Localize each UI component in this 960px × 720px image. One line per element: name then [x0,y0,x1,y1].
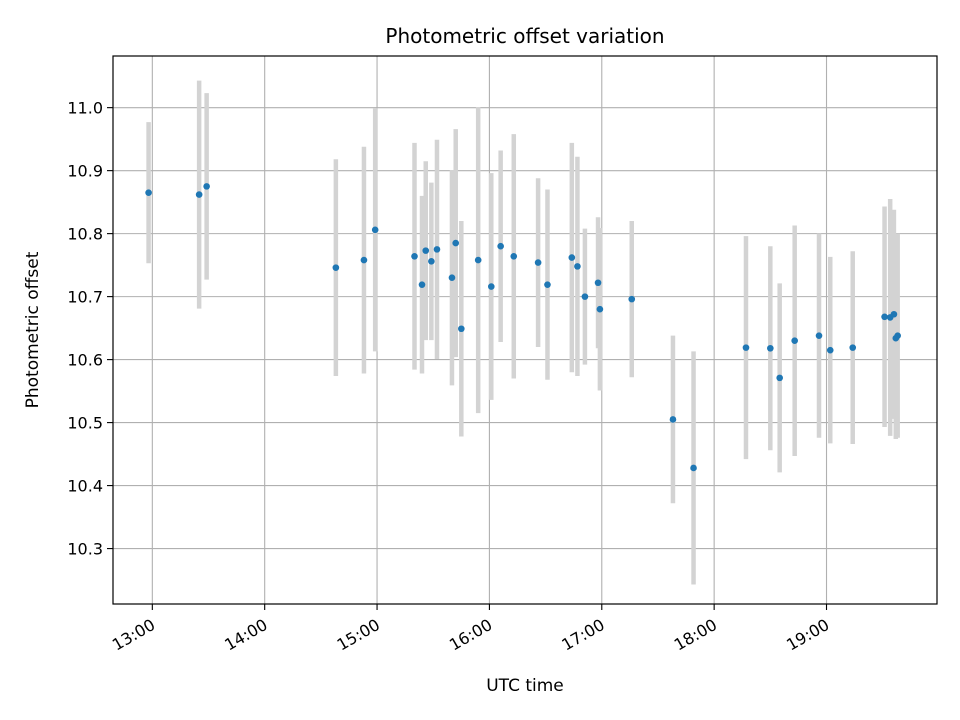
data-point [791,337,798,345]
y-tick-label: 11.0 [67,99,103,118]
data-point [332,264,340,271]
data-point [776,374,783,382]
data-point [448,274,456,282]
data-point [544,281,551,288]
y-tick-label: 10.5 [67,414,103,433]
data-point [428,258,435,265]
data-point [452,239,460,247]
data-point [418,281,426,288]
data-point [145,189,152,196]
data-point [433,246,441,253]
data-point [534,259,542,266]
data-point [742,344,750,351]
data-point [594,279,602,287]
data-point [195,191,203,198]
data-point [849,344,857,351]
y-tick-label: 10.8 [67,225,103,244]
data-point [894,332,901,339]
data-point [458,325,465,333]
data-point [881,313,888,321]
data-point [815,332,823,339]
data-point [890,310,898,318]
y-tick-label: 10.3 [67,540,103,559]
y-axis-title: Photometric offset [23,251,43,408]
data-point [574,263,581,270]
data-point [767,344,774,352]
data-point [497,242,504,250]
data-point [422,247,430,254]
x-axis-title: UTC time [486,676,564,696]
data-point [669,416,677,423]
data-point [474,256,482,264]
data-point [581,293,589,300]
y-tick-label: 10.4 [67,477,103,496]
data-point [690,464,697,472]
y-tick-label: 10.7 [67,288,103,307]
plot-frame [112,55,938,605]
data-point [411,253,418,260]
y-axis-ticks: 10.3 10.4 10.5 10.6 10.7 10.8 10.9 11.0 [67,99,113,559]
data-point [826,346,834,354]
data-point [203,183,210,190]
y-tick-label: 10.9 [67,162,103,181]
data-point [360,256,368,264]
chart-title: Photometric offset variation [385,24,664,48]
data-point [568,254,576,261]
data-point [510,253,518,260]
y-tick-label: 10.6 [67,351,103,370]
data-point [628,295,636,303]
data-point [371,226,379,234]
data-points [145,183,901,472]
data-point [487,283,495,290]
data-point [596,305,604,313]
